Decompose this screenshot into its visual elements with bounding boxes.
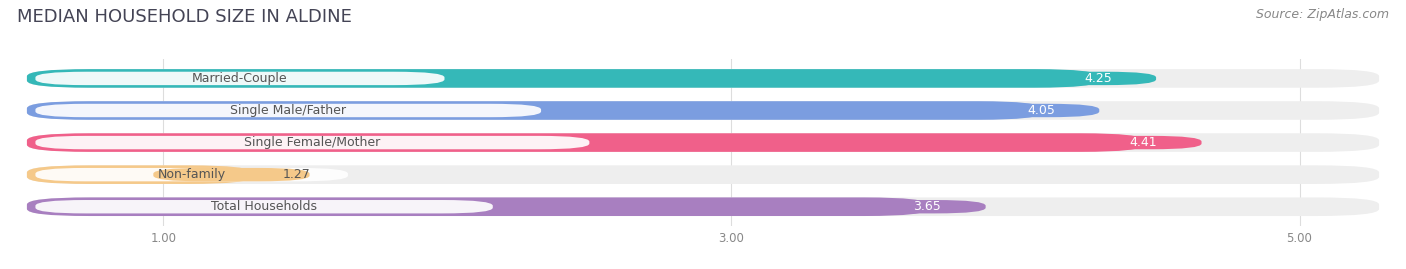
FancyBboxPatch shape bbox=[153, 168, 309, 181]
FancyBboxPatch shape bbox=[27, 133, 1143, 152]
FancyBboxPatch shape bbox=[35, 136, 589, 149]
FancyBboxPatch shape bbox=[1000, 72, 1156, 85]
FancyBboxPatch shape bbox=[27, 101, 1379, 120]
FancyBboxPatch shape bbox=[27, 101, 1040, 120]
Text: 1.27: 1.27 bbox=[283, 168, 311, 181]
Text: Married-Couple: Married-Couple bbox=[193, 72, 288, 85]
FancyBboxPatch shape bbox=[27, 165, 1379, 184]
FancyBboxPatch shape bbox=[27, 69, 1098, 88]
Text: Total Households: Total Households bbox=[211, 200, 318, 213]
Text: Source: ZipAtlas.com: Source: ZipAtlas.com bbox=[1256, 8, 1389, 21]
FancyBboxPatch shape bbox=[27, 69, 1379, 88]
Text: 4.41: 4.41 bbox=[1129, 136, 1157, 149]
FancyBboxPatch shape bbox=[27, 133, 1379, 152]
FancyBboxPatch shape bbox=[35, 104, 541, 117]
FancyBboxPatch shape bbox=[27, 165, 252, 184]
FancyBboxPatch shape bbox=[27, 197, 1379, 216]
FancyBboxPatch shape bbox=[35, 72, 444, 85]
Text: MEDIAN HOUSEHOLD SIZE IN ALDINE: MEDIAN HOUSEHOLD SIZE IN ALDINE bbox=[17, 8, 352, 26]
Text: Single Female/Mother: Single Female/Mother bbox=[245, 136, 381, 149]
FancyBboxPatch shape bbox=[35, 200, 492, 213]
FancyBboxPatch shape bbox=[943, 104, 1099, 117]
Text: Non-family: Non-family bbox=[157, 168, 226, 181]
Text: 4.25: 4.25 bbox=[1084, 72, 1112, 85]
FancyBboxPatch shape bbox=[1045, 136, 1202, 149]
Text: 3.65: 3.65 bbox=[914, 200, 941, 213]
FancyBboxPatch shape bbox=[35, 168, 347, 181]
FancyBboxPatch shape bbox=[27, 197, 928, 216]
Text: Single Male/Father: Single Male/Father bbox=[231, 104, 346, 117]
Text: 4.05: 4.05 bbox=[1028, 104, 1054, 117]
FancyBboxPatch shape bbox=[830, 200, 986, 213]
